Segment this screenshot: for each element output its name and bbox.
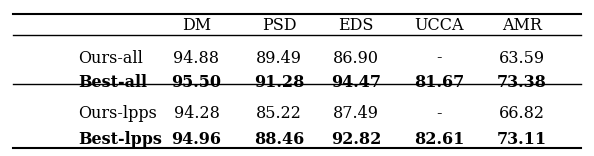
Text: Ours-lpps: Ours-lpps (78, 105, 157, 122)
Text: -: - (436, 50, 442, 67)
Text: 87.49: 87.49 (333, 105, 379, 122)
Text: 85.22: 85.22 (257, 105, 302, 122)
Text: 81.67: 81.67 (414, 74, 464, 91)
Text: 94.47: 94.47 (331, 74, 381, 91)
Text: 63.59: 63.59 (498, 50, 545, 67)
Text: 91.28: 91.28 (254, 74, 305, 91)
Text: 88.46: 88.46 (254, 131, 304, 148)
Text: Best-all: Best-all (78, 74, 147, 91)
Text: 92.82: 92.82 (331, 131, 381, 148)
Text: DM: DM (182, 17, 211, 34)
Text: 82.61: 82.61 (413, 131, 464, 148)
Text: 73.11: 73.11 (497, 131, 546, 148)
Text: 94.88: 94.88 (173, 50, 220, 67)
Text: -: - (436, 105, 442, 122)
Text: Ours-all: Ours-all (78, 50, 143, 67)
Text: 66.82: 66.82 (499, 105, 545, 122)
Text: AMR: AMR (502, 17, 542, 34)
Text: EDS: EDS (339, 17, 374, 34)
Text: Best-lpps: Best-lpps (78, 131, 162, 148)
Text: PSD: PSD (262, 17, 296, 34)
Text: 95.50: 95.50 (172, 74, 222, 91)
Text: 94.96: 94.96 (172, 131, 222, 148)
Text: 94.28: 94.28 (173, 105, 219, 122)
Text: 89.49: 89.49 (256, 50, 302, 67)
Text: 86.90: 86.90 (333, 50, 379, 67)
Text: 73.38: 73.38 (497, 74, 546, 91)
Text: UCCA: UCCA (414, 17, 464, 34)
